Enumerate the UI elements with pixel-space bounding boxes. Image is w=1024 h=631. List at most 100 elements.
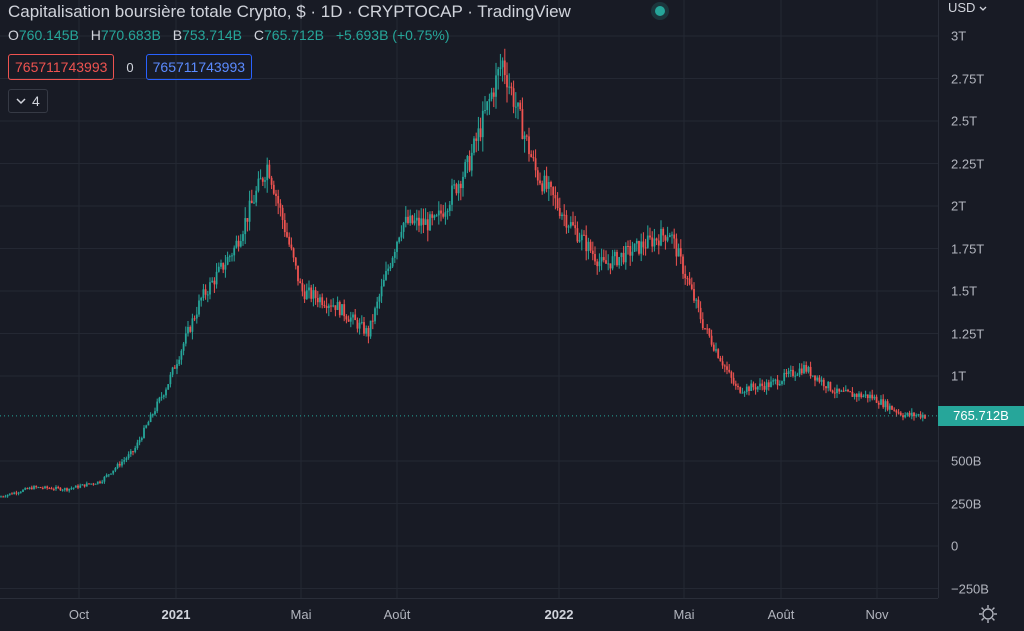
- candle-body: [444, 212, 447, 217]
- candle-body: [13, 492, 16, 495]
- candle-body: [525, 135, 528, 137]
- candle-body: [772, 380, 775, 382]
- candle-body: [842, 390, 845, 392]
- indicator-value-blue[interactable]: 765711743993: [145, 54, 253, 80]
- x-tick-label: 2021: [161, 607, 191, 622]
- candle-body: [596, 261, 599, 267]
- market-status-dot: [655, 6, 665, 16]
- indicator-value-red[interactable]: 765711743993: [8, 54, 115, 80]
- candle-body: [908, 412, 911, 416]
- candle-body: [279, 203, 282, 208]
- candle-body: [710, 335, 713, 345]
- candle-body: [286, 232, 288, 237]
- candle-body: [422, 218, 425, 225]
- time-axis[interactable]: Oct 2021 Mai Août 2022 Mai Août Nov: [0, 598, 938, 631]
- candle-body: [620, 252, 623, 258]
- candle-body: [506, 75, 508, 88]
- candle-body: [811, 375, 814, 377]
- candle-body: [600, 257, 603, 262]
- candle-body: [690, 284, 693, 290]
- candle-body: [244, 218, 247, 235]
- gear-icon[interactable]: [978, 604, 998, 624]
- candle-body: [266, 164, 269, 181]
- candle-body: [30, 487, 33, 490]
- candle-body: [204, 289, 207, 295]
- candle-body: [660, 228, 662, 246]
- candle-body: [171, 367, 174, 375]
- candle-body: [360, 322, 363, 324]
- candle-body: [431, 214, 434, 218]
- candle-body: [440, 210, 442, 214]
- candle-body: [44, 486, 46, 489]
- candle-body: [924, 414, 926, 419]
- candle-body: [473, 138, 475, 153]
- candle-body: [512, 88, 515, 107]
- candle-body: [499, 67, 502, 70]
- candle-body: [297, 265, 299, 282]
- candle-body: [312, 290, 315, 299]
- candle-body: [105, 474, 108, 477]
- candle-body: [294, 257, 297, 266]
- candle-body: [365, 328, 368, 334]
- candlestick-chart[interactable]: [0, 0, 938, 598]
- candle-body: [332, 305, 335, 307]
- candle-body: [165, 389, 167, 396]
- candle-body: [583, 234, 585, 236]
- high-value: 770.683B: [100, 27, 161, 43]
- candle-body: [774, 379, 777, 381]
- candle-body: [310, 287, 313, 299]
- candle-body: [237, 240, 240, 247]
- candle-body: [41, 487, 44, 489]
- candle-body: [554, 195, 557, 199]
- candle-body: [783, 372, 786, 382]
- candle-body: [561, 214, 563, 217]
- candle-body: [327, 305, 330, 309]
- candle-body: [206, 294, 209, 296]
- currency-selector[interactable]: USD: [948, 0, 987, 15]
- price-axis[interactable]: 3T 2.75T 2.5T 2.25T 2T 1.75T 1.5T 1.25T 1T 500B 25…: [938, 0, 1024, 598]
- candle-body: [567, 226, 570, 228]
- candle-body: [283, 220, 286, 233]
- candle-body: [77, 485, 79, 488]
- chevron-down-icon: [16, 98, 26, 105]
- candle-body: [556, 198, 559, 208]
- candle-body: [325, 305, 328, 309]
- candle-body: [721, 361, 724, 366]
- candle-body: [464, 162, 467, 177]
- candle-body: [611, 256, 614, 269]
- chevron-down-icon: [979, 6, 987, 11]
- candle-body: [259, 178, 262, 180]
- candle-body: [374, 308, 376, 322]
- candle-body: [589, 241, 592, 251]
- candle-body: [17, 492, 20, 494]
- candle-body: [530, 154, 533, 157]
- candle-body: [838, 388, 841, 392]
- candle-body: [94, 483, 97, 485]
- candle-body: [477, 128, 480, 141]
- candle-body: [303, 291, 306, 300]
- candle-body: [662, 228, 665, 236]
- indicator-zero: 0: [126, 59, 134, 75]
- y-tick-label: 2T: [951, 198, 967, 214]
- candle-body: [26, 488, 29, 490]
- candle-body: [290, 244, 293, 249]
- candle-body: [849, 391, 852, 393]
- candle-body: [653, 238, 656, 247]
- candle-body: [413, 220, 416, 224]
- candle-body: [211, 280, 214, 283]
- candle-body: [895, 410, 898, 413]
- candle-body: [24, 488, 27, 490]
- candle-body: [404, 216, 407, 223]
- candle-body: [679, 248, 682, 257]
- candle-body: [33, 486, 35, 490]
- candle-body: [68, 488, 71, 491]
- y-tick-label: 1.25T: [951, 326, 985, 341]
- candle-body: [316, 297, 319, 303]
- candle-body: [376, 301, 379, 309]
- close-value: 765.712B: [264, 27, 324, 43]
- candle-body: [785, 372, 788, 374]
- candle-body: [418, 217, 420, 226]
- candle-body: [745, 386, 748, 392]
- candle-body: [565, 214, 568, 228]
- collapse-indicators-button[interactable]: 4: [8, 89, 48, 113]
